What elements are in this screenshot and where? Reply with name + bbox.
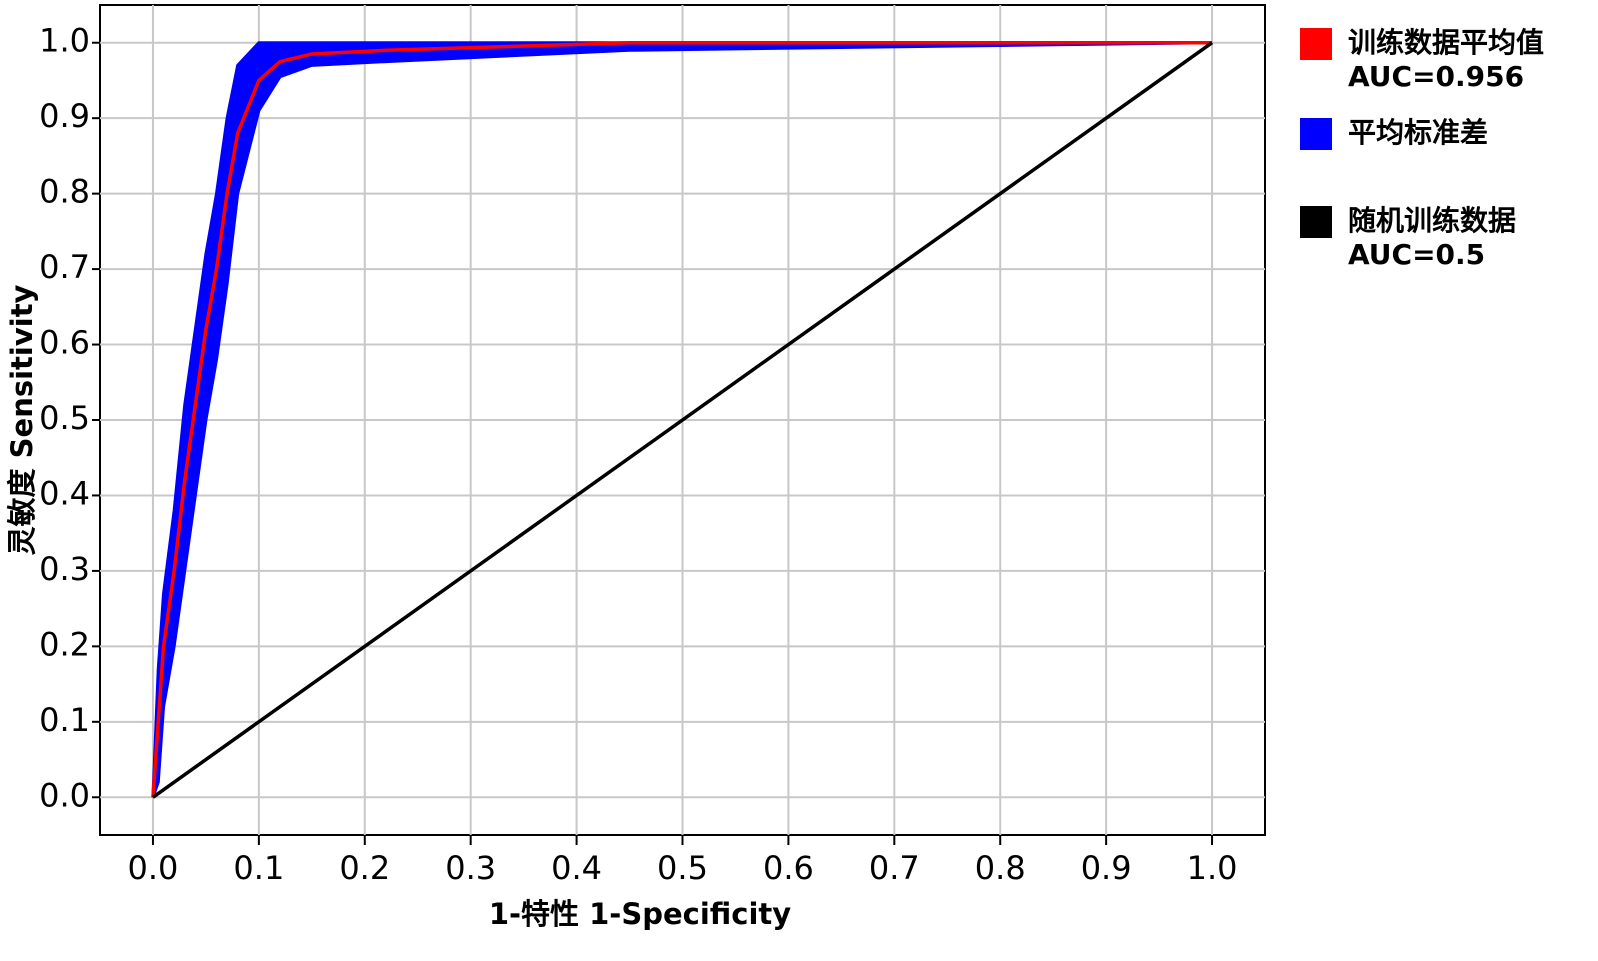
y-tick-label: 1.0 <box>39 22 90 60</box>
y-axis-label: 灵敏度 Sensitivity <box>5 284 39 555</box>
x-tick-label: 0.3 <box>445 849 496 887</box>
std-band <box>151 41 1213 798</box>
legend-note: AUC=0.956 <box>1348 60 1524 93</box>
legend-label: 平均标准差 <box>1348 116 1488 149</box>
y-tick-label: 0.9 <box>39 97 90 135</box>
roc-line <box>151 41 1214 799</box>
legend-label: 训练数据平均值 <box>1348 26 1544 59</box>
y-tick-label: 0.1 <box>39 701 90 739</box>
x-tick-label: 0.8 <box>975 849 1026 887</box>
legend-swatch <box>1300 118 1332 150</box>
y-tick-label: 0.7 <box>39 248 90 286</box>
x-tick-label: 0.0 <box>128 849 179 887</box>
y-tick-label: 0.6 <box>39 324 90 362</box>
legend-note: AUC=0.5 <box>1348 238 1485 271</box>
x-axis-label: 1-特性 1-Specificity <box>489 897 791 931</box>
x-tick-label: 0.2 <box>339 849 390 887</box>
y-tick-label: 0.4 <box>39 474 90 512</box>
x-tick-label: 0.1 <box>233 849 284 887</box>
y-tick-label: 0.5 <box>39 399 90 437</box>
x-tick-label: 0.4 <box>551 849 602 887</box>
y-tick-label: 0.8 <box>39 173 90 211</box>
y-tick-label: 0.0 <box>39 776 90 814</box>
y-tick-label: 0.3 <box>39 550 90 588</box>
legend-label: 随机训练数据 <box>1348 204 1516 237</box>
roc-line <box>151 40 1213 798</box>
y-tick-label: 0.2 <box>39 625 90 663</box>
x-tick-label: 1.0 <box>1187 849 1238 887</box>
x-tick-label: 0.5 <box>657 849 708 887</box>
legend-swatch <box>1300 206 1332 238</box>
x-tick-label: 0.9 <box>1081 849 1132 887</box>
legend-swatch <box>1300 28 1332 60</box>
x-tick-label: 0.7 <box>869 849 920 887</box>
x-tick-label: 0.6 <box>763 849 814 887</box>
